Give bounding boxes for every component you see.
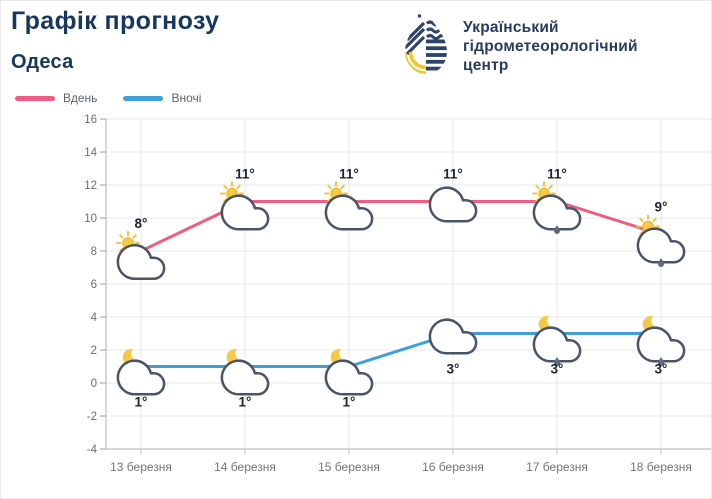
y-axis-tick-label: -4 [87, 444, 98, 456]
moon-cloud-icon [324, 349, 374, 396]
y-axis-tick-label: -2 [87, 411, 97, 423]
city-subtitle: Одеса [11, 51, 74, 73]
night-temp-label: 1° [239, 395, 252, 410]
moon-cloud-icon [116, 349, 166, 396]
y-axis-tick-label: 6 [91, 279, 97, 291]
weather-icons [116, 181, 686, 396]
org-logo-drop-icon [405, 14, 447, 74]
page-title: Графік прогнозу [11, 7, 220, 35]
day-temp-label: 11° [443, 167, 463, 182]
x-axis-date-label: 18 березня [630, 460, 692, 474]
axes [100, 118, 711, 455]
y-axis-tick-label: 0 [91, 378, 97, 390]
day-temp-label: 11° [547, 167, 567, 182]
legend-item-night: Вночі [123, 91, 201, 105]
y-axis-tick-label: 16 [84, 114, 97, 126]
moon-cloud-rain-icon [636, 316, 686, 366]
y-axis-tick-label: 8 [91, 246, 97, 258]
org-name-line: гідрометеорологічний [463, 38, 638, 55]
day-temp-label: 11° [339, 167, 359, 182]
night-temp-label: 3° [447, 362, 460, 377]
sun-cloud-icon [324, 181, 374, 231]
labels: 16 14 12 10 8 6 4 2 0 -2 -4 13 березня 14 березня 15 … [84, 114, 692, 474]
x-axis-date-label: 17 березня [526, 460, 588, 474]
y-axis-tick-label: 10 [84, 213, 97, 225]
cloud-icon [428, 318, 478, 355]
cloud-icon [428, 186, 478, 223]
org-name: Український гідрометеорологічний центр [463, 18, 638, 75]
sun-cloud-rain-icon [532, 181, 582, 234]
org-name-line: Український [463, 19, 559, 36]
day-temp-label: 9° [655, 200, 668, 215]
sun-cloud-rain-icon [636, 214, 686, 267]
day-line-swatch [15, 95, 55, 101]
night-temp-label: 3° [551, 362, 564, 377]
night-temp-label: 1° [135, 395, 148, 410]
x-axis-date-label: 16 березня [422, 460, 484, 474]
gridlines [106, 118, 711, 450]
moon-cloud-icon [220, 349, 270, 396]
night-temp-label: 3° [655, 362, 668, 377]
y-axis-tick-label: 2 [91, 345, 97, 357]
sun-cloud-icon [116, 231, 166, 281]
x-axis-date-label: 15 березня [318, 460, 380, 474]
moon-cloud-rain-icon [532, 316, 582, 366]
legend-item-day: Вдень [15, 91, 97, 105]
legend-label-night: Вночі [171, 91, 202, 105]
org-logo: Український гідрометеорологічний центр [400, 9, 638, 77]
y-axis-tick-label: 14 [84, 147, 97, 159]
night-temp-label: 1° [343, 395, 356, 410]
legend-label-day: Вдень [63, 91, 98, 105]
night-line-swatch [123, 95, 164, 101]
day-temp-label: 11° [235, 167, 255, 182]
y-axis-tick-label: 4 [91, 312, 98, 324]
chart-legend: Вдень Вночі [15, 91, 201, 105]
org-name-line: центр [463, 57, 509, 74]
x-axis-date-label: 13 березня [110, 460, 172, 474]
x-axis-date-label: 14 березня [214, 460, 276, 474]
day-line [139, 200, 663, 253]
sun-cloud-icon [220, 181, 270, 231]
y-axis-tick-label: 12 [84, 180, 97, 192]
day-temp-label: 8° [135, 216, 148, 231]
forecast-chart: 16 14 12 10 8 6 4 2 0 -2 -4 13 березня 14 березня 15 … [84, 114, 711, 474]
